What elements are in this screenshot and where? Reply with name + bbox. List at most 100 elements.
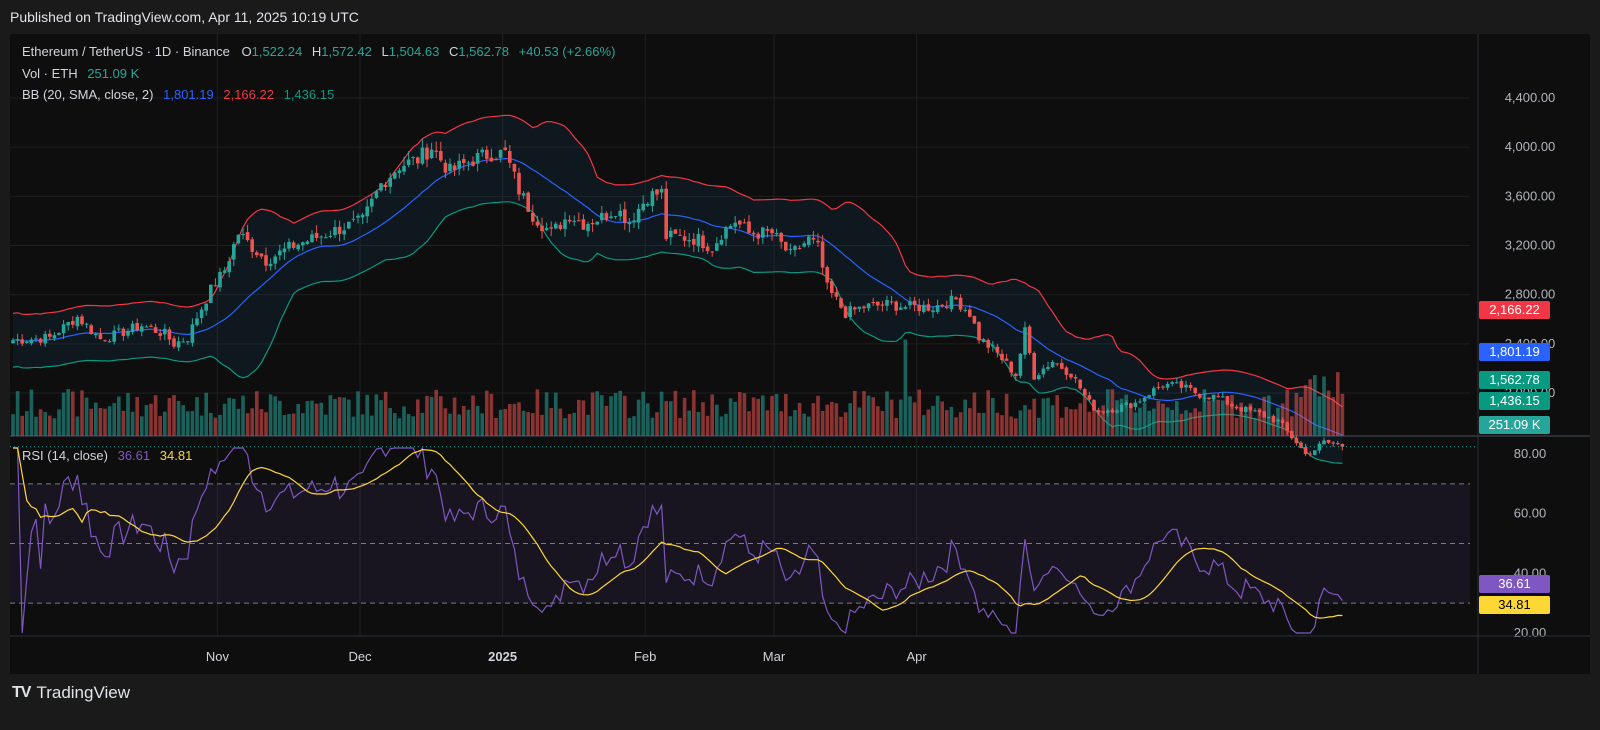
candle-body xyxy=(1165,383,1170,388)
volume-bar xyxy=(255,391,259,436)
candle-body xyxy=(222,270,227,273)
candle-body xyxy=(558,224,563,230)
rsi-tick-label: 80.00 xyxy=(1514,446,1547,461)
candle-body xyxy=(388,177,392,187)
candle-body xyxy=(1032,352,1036,380)
price-tick-label: 4,400.00 xyxy=(1505,90,1556,105)
candle-body xyxy=(1267,416,1271,419)
volume-bar xyxy=(1133,412,1138,436)
candle-body xyxy=(632,220,636,223)
candle-body xyxy=(324,237,328,239)
volume-bar xyxy=(705,415,710,436)
rsi-legend[interactable]: RSI (14, close) 36.61 34.81 xyxy=(22,448,192,463)
volume-bar xyxy=(1179,413,1184,436)
candle-body xyxy=(66,322,70,326)
candle-body xyxy=(342,230,346,235)
volume-bar xyxy=(655,412,659,436)
volume-bar xyxy=(848,403,852,436)
volume-bar xyxy=(1023,405,1027,436)
published-caption: Published on TradingView.com, Apr 11, 20… xyxy=(10,9,359,25)
volume-bar xyxy=(1147,410,1151,436)
candle-body xyxy=(80,316,84,325)
candle-body xyxy=(1115,410,1119,413)
candle-body xyxy=(1110,409,1115,413)
volume-bar xyxy=(590,392,595,436)
candle-body xyxy=(747,221,751,233)
volume-bar xyxy=(866,395,871,436)
candle-body xyxy=(393,172,397,179)
candle-body xyxy=(1083,389,1087,395)
candle-body xyxy=(1234,406,1239,409)
candle-body xyxy=(554,223,558,229)
change-value: +40.53 (+2.66%) xyxy=(518,44,616,59)
candle-body xyxy=(811,237,816,240)
volume-bar xyxy=(1073,409,1078,436)
volume-bar xyxy=(241,395,245,436)
volume-bar xyxy=(834,403,839,436)
footer-brand[interactable]: TV TradingView xyxy=(12,683,130,703)
candle-body xyxy=(1064,367,1069,375)
candle-body xyxy=(646,203,650,206)
candle-body xyxy=(149,325,153,327)
volume-bar xyxy=(756,398,760,436)
candle-body xyxy=(581,219,586,230)
volume-bar xyxy=(448,413,452,436)
volume-bar xyxy=(512,403,517,436)
open-value: 1,522.24 xyxy=(251,44,303,59)
candle-body xyxy=(926,304,931,311)
candle-body xyxy=(163,328,167,335)
volume-bar xyxy=(489,393,494,436)
chart-area[interactable]: 4,400.00 4,000.00 3,600.00 3,200.00 2,800.00… xyxy=(10,34,1590,674)
candle-body xyxy=(1023,327,1027,355)
volume-bar xyxy=(1027,409,1032,436)
candle-body xyxy=(710,251,714,253)
candle-body xyxy=(871,301,875,303)
high-value: 1,572.42 xyxy=(321,44,372,59)
volume-bar xyxy=(434,389,438,436)
volume-bar xyxy=(20,415,24,436)
candle-body xyxy=(659,188,664,193)
volume-bar xyxy=(103,408,107,436)
candle-body xyxy=(1060,363,1064,369)
candle-body xyxy=(540,225,544,232)
candle-body xyxy=(1253,410,1257,412)
candle-body xyxy=(356,215,360,218)
bb-legend[interactable]: BB (20, SMA, close, 2) 1,801.19 2,166.22… xyxy=(22,87,334,102)
volume-bar xyxy=(466,409,471,436)
bb-upper-value: 2,166.22 xyxy=(223,87,274,102)
volume-bar xyxy=(1083,391,1087,436)
candle-body xyxy=(1331,442,1335,444)
candle-body xyxy=(1257,410,1262,413)
chart-canvas[interactable]: 4,400.00 4,000.00 3,600.00 3,200.00 2,800.00… xyxy=(10,34,1590,674)
volume-bar xyxy=(1087,411,1092,436)
volume-bar xyxy=(1096,411,1101,436)
candle-body xyxy=(351,218,356,220)
volume-bar xyxy=(595,391,599,436)
volume-bar xyxy=(278,400,282,436)
candle-body xyxy=(922,304,926,312)
volume-bar xyxy=(540,414,544,436)
volume-bar xyxy=(319,402,323,436)
volume-bar xyxy=(1267,395,1271,436)
candle-body xyxy=(903,306,908,309)
volume-bar xyxy=(351,416,356,436)
volume-bar xyxy=(1152,408,1156,436)
volume-bar xyxy=(1064,407,1069,436)
symbol-label[interactable]: Ethereum / TetherUS · 1D · Binance xyxy=(22,44,230,59)
candle-body xyxy=(167,329,172,340)
candle-body xyxy=(862,306,866,309)
candle-body xyxy=(1087,395,1092,400)
volume-bar xyxy=(839,416,843,436)
volume-bar xyxy=(1115,400,1119,436)
candle-body xyxy=(756,233,760,239)
candle-body xyxy=(227,261,231,273)
candle-body xyxy=(834,292,839,297)
candle-body xyxy=(1009,361,1013,373)
volume-bar xyxy=(1041,398,1046,436)
candle-body xyxy=(761,227,765,238)
volume-bar xyxy=(236,408,241,436)
candle-body xyxy=(1184,384,1188,388)
volume-bar xyxy=(765,410,770,436)
volume-bar xyxy=(107,406,112,436)
volume-legend[interactable]: Vol · ETH 251.09 K xyxy=(22,66,139,81)
